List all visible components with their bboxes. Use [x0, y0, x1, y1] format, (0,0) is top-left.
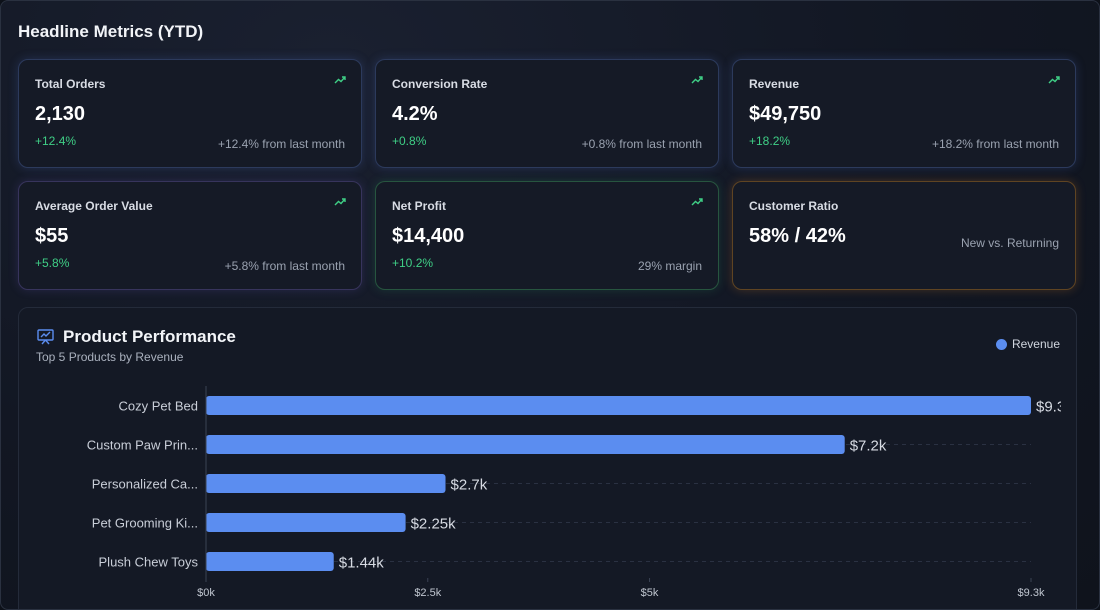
card-note: +18.2% from last month [931, 137, 1059, 151]
bar[interactable] [206, 396, 1031, 415]
category-label: Plush Chew Toys [99, 555, 199, 570]
metric-card-average-order-value: Average Order Value $55 +5.8% +5.8% from… [18, 181, 362, 290]
bar[interactable] [206, 474, 446, 493]
card-label: Conversion Rate [392, 77, 488, 91]
card-label: Customer Ratio [749, 199, 839, 213]
card-note: New vs. Returning [960, 236, 1059, 250]
trend-up-icon [1048, 76, 1060, 84]
presentation-chart-icon [37, 329, 54, 345]
x-tick-label: $2.5k [414, 587, 441, 599]
x-tick-label: $0k [197, 587, 215, 599]
panel-title: Product Performance [63, 327, 236, 346]
bar-chart: $9.3k $7.2k $2.7k $2.25k $1.44k Cozy Pet Bed… [87, 386, 1073, 599]
category-label: Personalized Ca... [92, 477, 198, 492]
card-note: 29% margin [637, 259, 702, 273]
card-label: Total Orders [35, 77, 106, 91]
card-label: Net Profit [392, 199, 446, 213]
card-note: +0.8% from last month [581, 137, 702, 151]
card-change: +0.8% [392, 134, 427, 148]
bar[interactable] [206, 435, 845, 454]
card-value: $55 [35, 225, 69, 247]
card-note: +5.8% from last month [224, 259, 345, 273]
card-change: +12.4% [35, 134, 77, 148]
category-label: Cozy Pet Bed [119, 399, 199, 414]
bar-value-label: $7.2k [850, 438, 887, 455]
bar[interactable] [206, 513, 406, 532]
chart-legend[interactable]: Revenue [995, 337, 1060, 351]
card-change: +10.2% [392, 256, 434, 270]
bar-value-label: $1.44k [339, 555, 385, 572]
card-change: +5.8% [35, 256, 70, 270]
product-performance-panel: Product Performance Top 5 Products by Re… [18, 307, 1077, 609]
metric-card-total-orders: Total Orders 2,130 +12.4% +12.4% from la… [18, 59, 362, 168]
metric-card-customer-ratio: Customer Ratio 58% / 42% New vs. Returni… [732, 181, 1076, 290]
card-value: $14,400 [392, 225, 465, 247]
bar-value-label: $2.25k [411, 516, 457, 533]
metric-card-conversion-rate: Conversion Rate 4.2% +0.8% +0.8% from la… [375, 59, 719, 168]
metric-card-revenue: Revenue $49,750 +18.2% +18.2% from last … [732, 59, 1076, 168]
bar[interactable] [206, 552, 334, 571]
bar-value-label: $2.7k [451, 477, 488, 494]
trend-up-icon [691, 198, 703, 206]
metric-card-net-profit: Net Profit $14,400 +10.2% 29% margin [375, 181, 719, 290]
x-tick-label: $5k [641, 587, 659, 599]
trend-up-icon [691, 76, 703, 84]
trend-up-icon [334, 76, 346, 84]
card-note: +12.4% from last month [217, 137, 345, 151]
card-value: 58% / 42% [749, 225, 846, 247]
legend-label: Revenue [1011, 337, 1060, 351]
panel-subtitle: Top 5 Products by Revenue [36, 350, 184, 364]
card-value: 4.2% [392, 103, 438, 125]
legend-swatch [995, 338, 1007, 350]
card-change: +18.2% [749, 134, 791, 148]
section-title: Headline Metrics (YTD) [18, 22, 204, 41]
card-label: Average Order Value [35, 199, 153, 213]
category-label: Custom Paw Prin... [87, 438, 198, 453]
bar-value-label: $9.3k [1036, 399, 1073, 416]
card-value: 2,130 [35, 103, 86, 125]
x-tick-label: $9.3k [1018, 587, 1045, 599]
trend-up-icon [334, 198, 346, 206]
category-label: Pet Grooming Ki... [92, 516, 198, 531]
card-value: $49,750 [749, 103, 822, 125]
card-label: Revenue [749, 77, 800, 91]
